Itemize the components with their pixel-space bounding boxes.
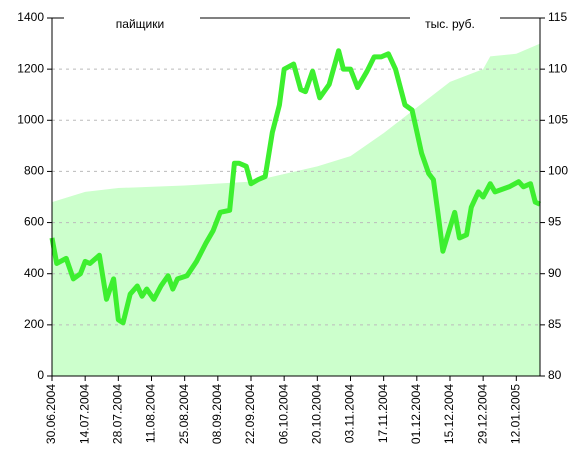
x-tick-label: 30.06.2004 (44, 384, 58, 444)
y2-tick-label: 95 (548, 215, 562, 229)
y2-tick-label: 105 (548, 112, 568, 126)
y-tick-label: 1400 (17, 10, 44, 24)
x-tick-label: 01.12.2004 (409, 384, 423, 444)
line (49, 48, 541, 326)
x-tick-label: 25.08.2004 (177, 384, 191, 444)
x-tick-label: 12.01.2005 (508, 384, 522, 444)
x-tick-label: 29.12.2004 (475, 384, 489, 444)
x-tick-label: 11.08.2004 (144, 384, 158, 443)
y2-tick-label: 115 (548, 10, 567, 24)
y-tick-label: 0 (37, 368, 44, 382)
x-tick-label: 22.09.2004 (243, 384, 257, 444)
y-tick-label: 1200 (17, 61, 44, 75)
area (52, 43, 540, 376)
x-tick-label: 20.10.2004 (309, 384, 323, 444)
plot-area (52, 43, 540, 376)
y-axis-label: пайщики (116, 17, 164, 31)
y2-tick-label: 85 (548, 317, 562, 331)
x-tick-label: 15.12.2004 (442, 384, 456, 444)
x-tick-label: 14.07.2004 (77, 384, 91, 444)
y-tick-label: 200 (24, 317, 44, 331)
y-tick-label: 600 (24, 215, 44, 229)
y2-tick-label: 80 (548, 368, 562, 382)
y-tick-label: 1000 (17, 112, 44, 126)
x-tick-label: 06.10.2004 (276, 384, 290, 444)
x-tick-label: 28.07.2004 (111, 384, 125, 444)
y2-axis-label: тыс. руб. (425, 17, 475, 31)
y-tick-label: 800 (24, 164, 44, 178)
y2-tick-label: 110 (548, 61, 567, 75)
y2-tick-label: 90 (548, 266, 562, 280)
x-tick-label: 17.11.2004 (376, 384, 390, 443)
y-tick-label: 400 (24, 266, 44, 280)
x-tick-label: 08.09.2004 (210, 384, 224, 444)
y2-tick-label: 100 (548, 164, 568, 178)
x-tick-label: 03.11.2004 (343, 384, 357, 443)
